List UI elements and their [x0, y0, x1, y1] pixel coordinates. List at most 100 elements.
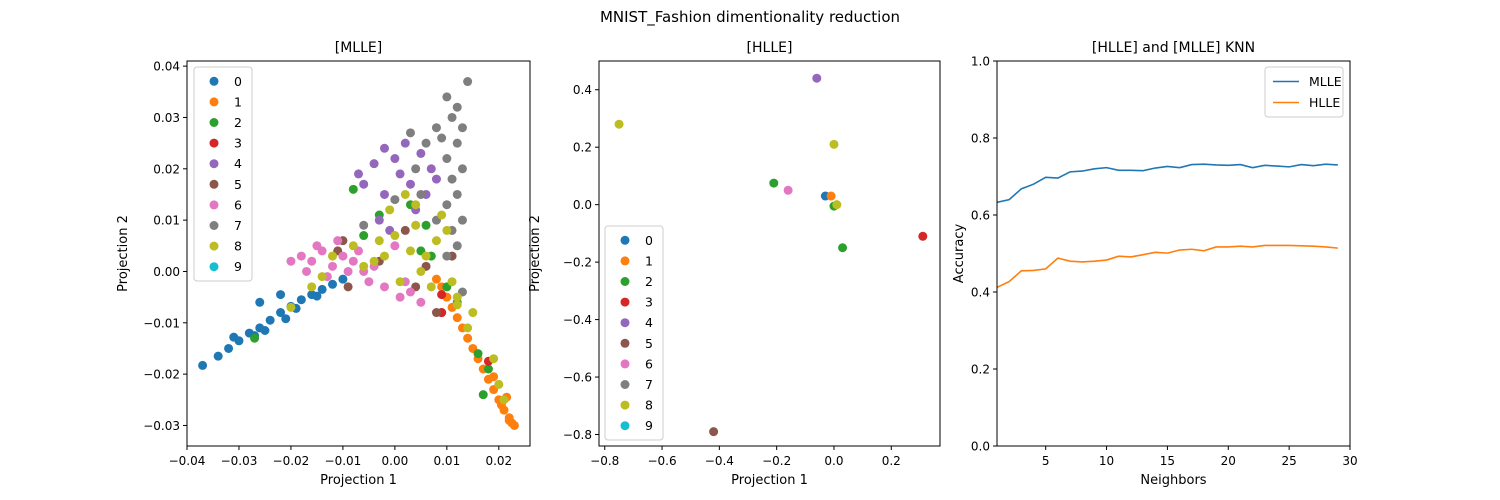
legend-label: 3	[645, 295, 653, 310]
legend-label: HLLE	[1309, 95, 1340, 110]
data-point	[405, 246, 415, 256]
axes-frame	[186, 60, 531, 447]
y-tick-label: −0.8	[563, 428, 592, 442]
legend-marker	[620, 359, 630, 369]
x-axis-label: Neighbors	[1140, 473, 1206, 488]
legend-label: 7	[645, 377, 653, 392]
legend-label: 6	[645, 356, 653, 371]
data-point	[783, 185, 793, 195]
legend-label: 3	[234, 136, 242, 151]
data-point	[390, 154, 400, 164]
data-point	[416, 148, 426, 158]
y-tick-label: 0.4	[573, 83, 592, 97]
series-8	[286, 189, 509, 405]
legend-label: 9	[645, 418, 653, 433]
legend-label: 8	[645, 398, 653, 413]
data-point	[838, 243, 848, 253]
data-point	[354, 169, 363, 179]
data-point	[328, 279, 338, 289]
data-point	[437, 133, 447, 143]
data-point	[452, 241, 462, 251]
data-point	[494, 379, 504, 389]
data-point	[286, 302, 296, 312]
legend-marker	[209, 221, 219, 230]
y-tick-label: 0.0	[971, 440, 990, 454]
data-point	[473, 349, 483, 359]
data-point	[426, 164, 436, 174]
data-point	[411, 164, 421, 174]
data-point	[395, 292, 405, 302]
legend: MLLE HLLE	[1264, 66, 1344, 118]
data-point	[317, 272, 327, 282]
data-point	[452, 313, 462, 323]
axes-title: [HLLE] and [MLLE] KNN	[1092, 40, 1255, 56]
data-point	[411, 220, 421, 230]
data-point	[442, 200, 452, 210]
series-6	[783, 185, 793, 195]
y-tick-label: 0.4	[971, 286, 990, 300]
y-tick-label: −0.02	[143, 368, 180, 382]
legend-label: 1	[234, 94, 242, 109]
data-point	[447, 112, 457, 122]
data-point	[411, 200, 421, 210]
plot-area	[997, 163, 1338, 289]
data-point	[348, 256, 358, 266]
data-point	[452, 292, 462, 302]
x-tick-label: 30	[1342, 454, 1357, 468]
legend-marker	[209, 138, 219, 148]
legend-marker	[209, 241, 219, 251]
y-axis-label: Projection 2	[528, 215, 543, 292]
series-1	[826, 191, 836, 201]
data-point	[379, 189, 389, 199]
data-point	[385, 205, 395, 215]
data-point	[431, 308, 441, 318]
data-point	[489, 372, 499, 382]
y-tick-label: −0.01	[143, 316, 180, 330]
legend-label: MLLE	[1309, 74, 1342, 89]
data-point	[307, 282, 317, 292]
data-point	[390, 195, 400, 205]
x-tick-label: 20	[1221, 454, 1236, 468]
data-point	[296, 295, 306, 305]
data-point	[317, 284, 327, 294]
data-point	[312, 291, 322, 301]
data-point	[457, 123, 467, 133]
data-point	[374, 215, 384, 225]
series-4	[812, 73, 822, 83]
data-point	[426, 282, 436, 292]
y-tick-label: 0.2	[971, 363, 990, 377]
legend-marker	[620, 380, 630, 389]
x-tick-label: 0.02	[485, 454, 512, 468]
data-point	[442, 251, 452, 261]
data-point	[832, 200, 842, 210]
y-tick-label: 0.02	[153, 162, 180, 176]
data-point	[452, 102, 462, 112]
data-point	[255, 297, 265, 307]
data-point	[457, 164, 467, 174]
data-point	[421, 251, 431, 261]
data-point	[468, 308, 478, 318]
axes-title: [HLLE]	[747, 40, 793, 56]
data-point	[224, 343, 234, 353]
mlle-scatter-panel: −0.04 −0.03 −0.02 −0.01 0.00 0.01 0.02 −0.03 −0.…	[116, 40, 531, 488]
data-point	[416, 189, 426, 199]
legend-marker	[209, 179, 219, 189]
y-tick-label: −0.4	[563, 313, 592, 327]
data-point	[364, 277, 374, 287]
series-8	[614, 119, 842, 210]
data-point	[483, 364, 493, 374]
data-point	[286, 256, 296, 266]
x-tick-label: 25	[1281, 454, 1296, 468]
data-point	[709, 427, 719, 437]
data-point	[276, 308, 286, 318]
data-point	[379, 282, 389, 292]
hlle-scatter-panel: −0.8 −0.6 −0.4 −0.2 0.0 0.2 −0.8 −0.6 −0.4 −0.2 0.…	[528, 40, 941, 488]
data-point	[416, 297, 426, 307]
series-7	[359, 77, 473, 297]
series-4	[354, 138, 441, 235]
data-point	[328, 251, 338, 261]
data-point	[395, 169, 405, 179]
legend-box	[1264, 66, 1344, 118]
y-tick-label: −0.03	[143, 419, 180, 433]
